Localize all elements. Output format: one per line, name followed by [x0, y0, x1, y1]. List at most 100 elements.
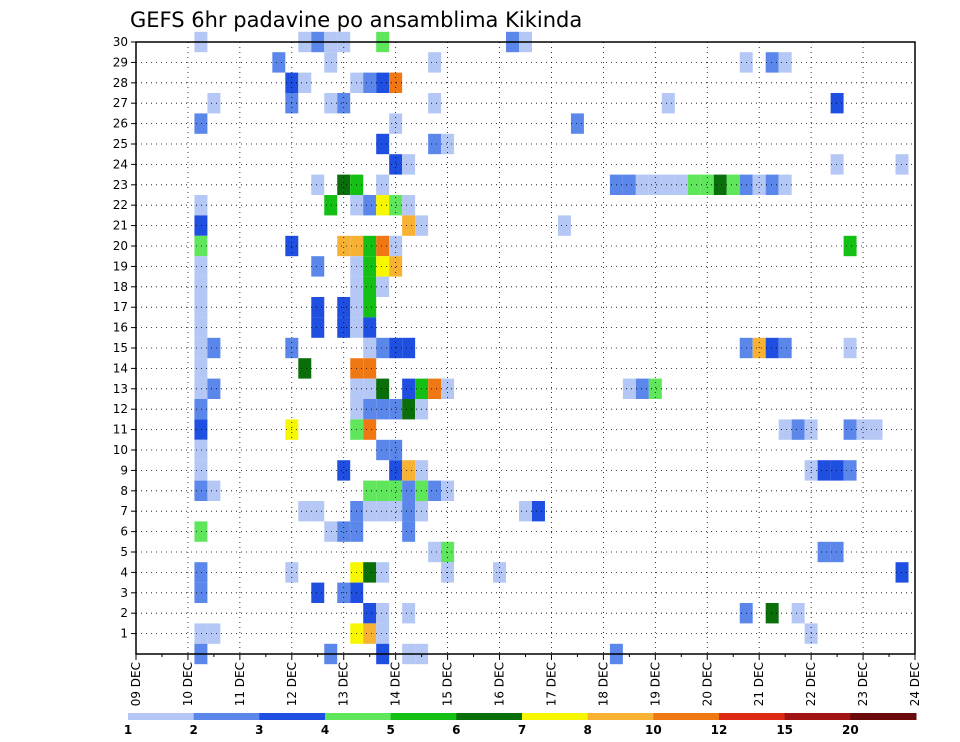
heatmap-cell	[324, 195, 338, 216]
y-tick-label: 16	[113, 321, 128, 335]
heatmap-cell	[765, 603, 779, 624]
heatmap-cell	[376, 174, 390, 195]
heatmap-cell	[648, 378, 662, 399]
heatmap-cell	[194, 460, 208, 481]
heatmap-cell	[752, 174, 766, 195]
heatmap-cell	[194, 113, 208, 134]
heatmap-cell	[428, 93, 442, 114]
heatmap-cell	[311, 297, 325, 318]
heatmap-cell	[363, 419, 377, 440]
colorbar-segment	[653, 713, 720, 720]
heatmap-cell	[376, 501, 390, 522]
heatmap-cell	[194, 582, 208, 603]
heatmap-cell	[311, 582, 325, 603]
y-tick-label: 29	[113, 55, 128, 69]
colorbar: 1 2 3 4 5 6 7 8 10 12 15 20	[124, 713, 917, 737]
heatmap-cell	[363, 623, 377, 644]
x-tick-label: 22 DEC	[804, 662, 818, 706]
heatmap-cell	[363, 337, 377, 359]
heatmap-cell	[389, 501, 403, 522]
y-tick-label: 4	[120, 565, 128, 579]
heatmap-cell	[389, 256, 403, 277]
colorbar-label: 12	[711, 723, 728, 737]
heatmap-cell	[830, 93, 844, 114]
y-tick-label: 8	[120, 484, 128, 498]
heatmap-cell	[376, 378, 390, 399]
heatmap-cell	[428, 541, 442, 563]
colorbar-label: 7	[518, 723, 526, 737]
heatmap-cell	[791, 603, 805, 624]
heatmap-cell	[389, 113, 403, 134]
heatmap-cell	[207, 480, 221, 501]
heatmap-cell	[778, 337, 792, 359]
y-tick-label: 12	[113, 402, 128, 416]
y-tick-label: 18	[113, 280, 128, 294]
y-tick-label: 11	[113, 423, 128, 437]
heatmap-cell	[519, 501, 532, 522]
colorbar-segment	[850, 713, 917, 720]
y-axis: 1234567891011121314151617181920212223242…	[113, 35, 136, 641]
heatmap-cell	[337, 174, 351, 195]
heatmap-cell	[389, 480, 403, 501]
heatmap-cell	[311, 317, 325, 338]
heatmap-cell	[207, 378, 221, 399]
colorbar-label: 8	[583, 723, 591, 737]
heatmap-cell	[376, 480, 390, 501]
colorbar-segment	[325, 713, 392, 720]
heatmap-cell	[337, 521, 351, 542]
colorbar-segment	[259, 713, 326, 720]
heatmap-cell	[207, 623, 221, 644]
heatmap-cell	[363, 399, 377, 420]
heatmap-cell	[298, 72, 312, 93]
colorbar-segment	[784, 713, 851, 720]
heatmap-cell	[402, 521, 416, 542]
x-tick-label: 15 DEC	[441, 662, 455, 706]
heatmap-cell	[817, 460, 831, 481]
colorbar-segment	[587, 713, 654, 720]
heatmap-cell	[376, 195, 390, 216]
heatmap-cell	[298, 358, 312, 379]
heatmap-cell	[376, 276, 390, 297]
colorbar-label: 5	[386, 723, 394, 737]
y-tick-label: 19	[113, 259, 128, 273]
colorbar-segment	[390, 713, 457, 720]
heatmap-cell	[635, 378, 649, 399]
y-tick-label: 9	[120, 463, 128, 477]
heatmap-cell	[363, 378, 377, 399]
colorbar-label: 2	[189, 723, 197, 737]
heatmap-cell	[337, 235, 351, 257]
colorbar-label: 10	[645, 723, 662, 737]
heatmap-cell	[376, 133, 390, 155]
heatmap-cell	[376, 439, 390, 461]
grid-lines	[135, 41, 916, 654]
heatmap-cell	[830, 541, 844, 563]
heatmap-cell	[843, 235, 857, 257]
heatmap-cell	[194, 521, 208, 542]
heatmap-cell	[363, 276, 377, 297]
x-tick-label: 24 DEC	[908, 662, 922, 706]
x-tick-label: 13 DEC	[337, 662, 351, 706]
y-tick-label: 6	[120, 525, 128, 539]
colorbar-label: 15	[776, 723, 793, 737]
heatmap-cell	[843, 419, 857, 440]
y-tick-label: 28	[113, 76, 128, 90]
heatmap-cell	[648, 174, 662, 195]
x-tick-label: 16 DEC	[493, 662, 507, 706]
heatmap-cell	[856, 419, 870, 440]
heatmap-cell	[337, 93, 351, 114]
heatmap-cell	[402, 195, 416, 216]
heatmap-cell	[402, 215, 416, 236]
heatmap-cell	[895, 154, 909, 175]
heatmap-cell	[817, 541, 831, 563]
colorbar-label: 1	[124, 723, 132, 737]
y-tick-label: 21	[113, 219, 128, 233]
x-axis: 09 DEC 10 DEC 11 DEC 12 DEC 13 DEC 14 DEC 15 D…	[129, 654, 922, 706]
heatmap-cell	[389, 154, 403, 175]
heatmap-cell	[895, 562, 909, 583]
chart-title: GEFS 6hr padavine po ansamblima Kikinda	[130, 8, 582, 32]
y-tick-label: 5	[120, 545, 128, 559]
x-tick-label: 17 DEC	[544, 662, 558, 706]
heatmap-cell	[311, 501, 325, 522]
heatmap-cell	[402, 501, 416, 522]
